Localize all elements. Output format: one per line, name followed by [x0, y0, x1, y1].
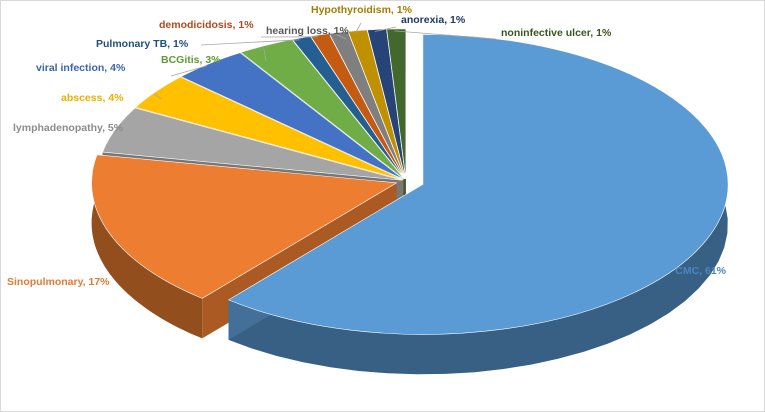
pie-slice-side-cmc — [228, 34, 728, 375]
pie-slice-cmc — [227, 34, 729, 335]
leader-line-abscess — [153, 93, 162, 100]
leader-line-viral-infection — [170, 65, 208, 77]
pie-slice-lymphadenopathy — [102, 107, 403, 181]
slice-label-demodicidosis: demodicidosis, 1% — [159, 19, 254, 31]
pie-slice-abscess — [134, 76, 403, 180]
slice-label-lymphadenopathy: lymphadenopathy, 5% — [13, 122, 124, 134]
leader-line-lymphadenopathy — [113, 128, 142, 132]
pie-slice-sinopulmonary — [91, 154, 398, 299]
slice-label-noninfective-ulcer: noninfective ulcer, 1% — [501, 27, 612, 39]
leader-line-bcgitis — [263, 47, 267, 62]
slice-label-cmc: CMC, 61% — [675, 265, 726, 277]
leader-line-hypothyroidism — [355, 22, 362, 33]
slice-label-abscess: abscess, 4% — [61, 92, 124, 104]
pie-slice-side-sinopulmonary — [91, 154, 203, 339]
slice-label-viral-infection: viral infection, 4% — [36, 62, 126, 74]
slice-label-hypothyroidism: Hypothyroidism, 1% — [311, 4, 413, 16]
leader-line-anorexia — [374, 26, 397, 32]
slice-label-anorexia: anorexia, 1% — [401, 14, 466, 26]
leader-line-noninfective-ulcer — [394, 30, 497, 40]
slice-label-pulmonary-tb: Pulmonary TB, 1% — [96, 38, 189, 50]
slice-label-bcgitis: BCGitis, 3% — [161, 54, 221, 66]
leader-line-hearing-loss — [336, 34, 347, 40]
pie-slice-viral-infection — [180, 52, 404, 180]
slice-label-hearing-loss: hearing loss, 1% — [266, 25, 350, 37]
pie-slice-bcgitis — [240, 39, 405, 180]
leader-line-pulmonary-tb — [200, 39, 300, 46]
slice-label-sinopulmonary: Sinopulmonary, 17% — [7, 276, 110, 288]
